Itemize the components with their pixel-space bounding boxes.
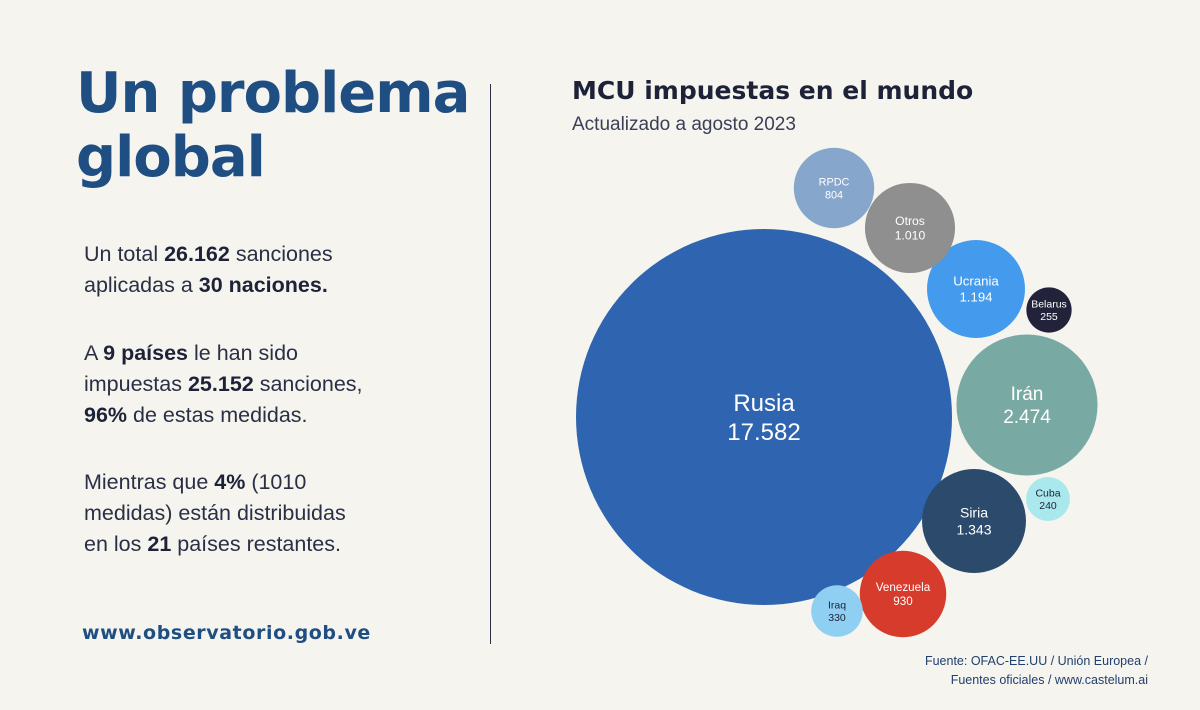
- bubble-circle-siria: [922, 469, 1026, 573]
- p2-text-e: sanciones,: [253, 372, 363, 396]
- chart-title: MCU impuestas en el mundo: [572, 76, 974, 105]
- bubble-circle-iran: [956, 334, 1098, 476]
- bubble-label-rpdc: RPDC: [819, 176, 850, 188]
- p2-text-d: impuestas: [84, 372, 188, 396]
- headline-line-2: global: [76, 125, 266, 190]
- p3-text-a: Mientras que: [84, 470, 215, 494]
- p2-text-f: de estas medidas.: [127, 403, 308, 427]
- headline-line-1: Un problema: [76, 61, 470, 126]
- bubble-label-siria: Siria: [960, 504, 988, 520]
- bubble-label-russia: Rusia: [733, 390, 795, 417]
- bubble-circle-belarus: [1026, 287, 1072, 333]
- p3-text-e: en los: [84, 532, 148, 556]
- bubble-label-cuba: Cuba: [1035, 487, 1060, 499]
- bubble-label-ucrania: Ucrania: [953, 274, 999, 289]
- p3-bold-count: 21: [147, 532, 172, 556]
- bubble-circle-russia: [576, 229, 952, 605]
- p1-bold-nations: 30 naciones.: [198, 273, 328, 297]
- p1-text-c: sanciones: [229, 242, 333, 266]
- p3-text-c: (1010: [245, 470, 307, 494]
- bubble-circle-cuba: [1026, 477, 1070, 521]
- p3-bold-percent: 4%: [214, 470, 246, 494]
- bubble-circle-iraq: [811, 585, 863, 637]
- bubble-value-siria: 1.343: [956, 521, 991, 537]
- p2-bold-countries: 9 países: [103, 341, 189, 365]
- vertical-divider: [490, 84, 491, 644]
- bubble-label-iraq: Iraq: [828, 599, 846, 611]
- bubble-circle-otros: [864, 182, 956, 274]
- paragraph-nine-countries: A 9 países le han sido impuestas 25.152 …: [84, 338, 363, 431]
- bubble-value-iran: 2.474: [1003, 407, 1051, 428]
- bubble-value-cuba: 240: [1039, 500, 1057, 512]
- paragraph-total-sanctions: Un total 26.162 sanciones aplicadas a 30…: [84, 239, 333, 301]
- bubble-label-belarus: Belarus: [1031, 298, 1067, 310]
- bubble-circle-ucrania: [927, 240, 1025, 338]
- p2-text-a: A: [84, 341, 104, 365]
- p2-bold-percent: 96%: [84, 403, 128, 427]
- source-note: Fuente: OFAC-EE.UU / Unión Europea / Fue…: [925, 652, 1148, 690]
- bubble-value-belarus: 255: [1040, 311, 1058, 323]
- paragraph-remaining-countries: Mientras que 4% (1010 medidas) están dis…: [84, 467, 346, 560]
- p1-text-a: Un total: [84, 242, 165, 266]
- chart-subtitle: Actualizado a agosto 2023: [572, 114, 796, 135]
- p3-text-f: países restantes.: [171, 532, 341, 556]
- bubble-value-ucrania: 1.194: [959, 290, 992, 305]
- p1-bold-total: 26.162: [164, 242, 230, 266]
- bubble-label-iran: Irán: [1011, 384, 1044, 405]
- bubble-value-otros: 1.010: [895, 229, 926, 243]
- source-line-2: Fuentes oficiales / www.castelum.ai: [950, 673, 1148, 687]
- website-link[interactable]: www.observatorio.gob.ve: [82, 622, 371, 644]
- bubble-value-russia: 17.582: [727, 419, 800, 446]
- p3-text-d: medidas) están distribuidas: [84, 501, 346, 525]
- headline: Un problema global: [76, 62, 476, 190]
- bubble-value-iraq: 330: [828, 612, 846, 624]
- bubble-value-venezuela: 930: [893, 595, 913, 608]
- bubble-circle-venezuela: [859, 550, 947, 638]
- p1-text-d: aplicadas a: [84, 273, 199, 297]
- p2-bold-sanctions: 25.152: [187, 372, 254, 396]
- bubble-circle-rpdc: [793, 147, 875, 229]
- source-line-1: Fuente: OFAC-EE.UU / Unión Europea /: [924, 654, 1148, 668]
- bubble-label-otros: Otros: [895, 214, 925, 228]
- bubble-value-rpdc: 804: [825, 189, 843, 201]
- p2-text-c: le han sido: [188, 341, 298, 365]
- bubble-label-venezuela: Venezuela: [876, 581, 931, 594]
